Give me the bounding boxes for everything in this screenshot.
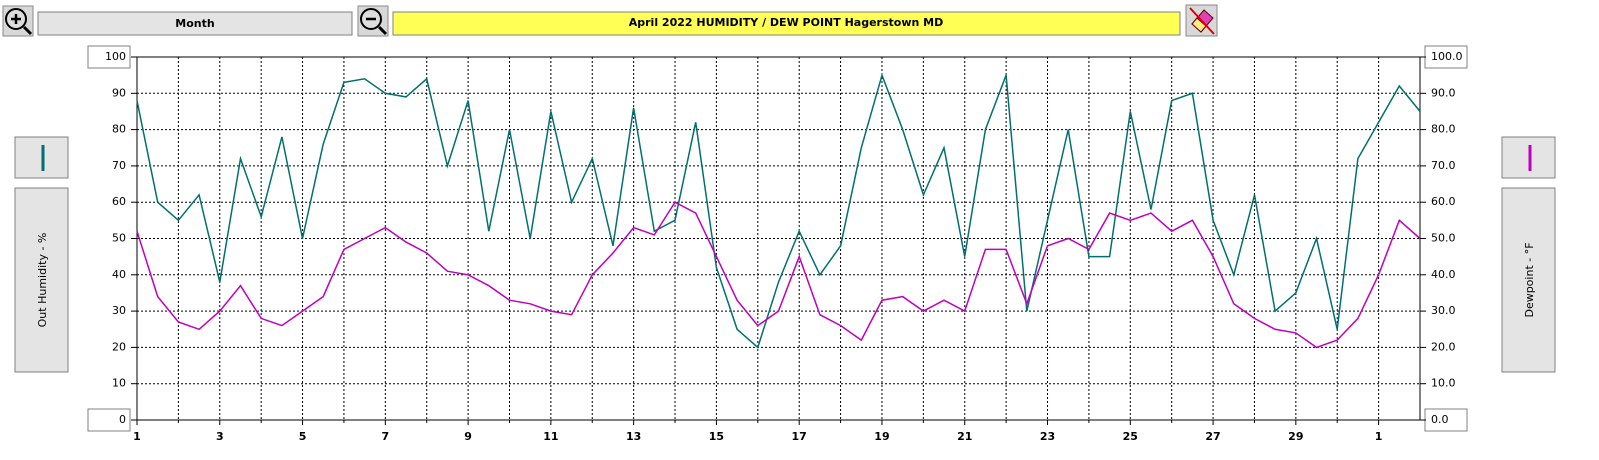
- y2-axis-label: Dewpoint - °F: [1523, 242, 1536, 317]
- y-tick-label: 10: [112, 377, 126, 390]
- x-tick-label: 13: [626, 430, 641, 443]
- y-tick-box: [87, 408, 131, 432]
- x-tick-label: 29: [1288, 430, 1303, 443]
- y2-tick-label: 30.0: [1431, 304, 1456, 317]
- x-tick-label: 27: [1205, 430, 1220, 443]
- y-axis-label: Out Humidity - %: [36, 233, 49, 328]
- x-tick-label: 23: [1040, 430, 1055, 443]
- y-axis-button[interactable]: [14, 187, 69, 373]
- x-tick-label: 21: [957, 430, 972, 443]
- y2-axis-button[interactable]: [1501, 187, 1556, 373]
- x-tick-label: 5: [299, 430, 307, 443]
- x-tick-label: 11: [543, 430, 558, 443]
- data-line: [136, 201, 1421, 349]
- zoom-in-button[interactable]: [2, 5, 34, 37]
- x-tick-label: 25: [1123, 430, 1138, 443]
- y-tick-label: 40: [112, 268, 126, 281]
- zoom-out-button[interactable]: [357, 5, 389, 37]
- y2-tick-label: 0.0: [1431, 413, 1449, 426]
- y-tick-label: 90: [112, 86, 126, 99]
- data-line: [136, 72, 1421, 349]
- y-tick-label: 60: [112, 195, 126, 208]
- y-tick-label: 30: [112, 304, 126, 317]
- period-button[interactable]: [37, 11, 353, 36]
- x-tick-label: 3: [216, 430, 224, 443]
- y2-tick-label: 70.0: [1431, 159, 1456, 172]
- x-tick-label: 15: [709, 430, 724, 443]
- y-tick-label: 0: [119, 413, 126, 426]
- x-tick-label: 17: [792, 430, 807, 443]
- eraser-button[interactable]: [1185, 4, 1218, 37]
- x-tick-label: 1: [1375, 430, 1383, 443]
- y2-tick-label: 100.0: [1431, 50, 1463, 63]
- y-tick-box: [87, 45, 131, 69]
- x-tick-label: 1: [133, 430, 141, 443]
- y-tick-label: 70: [112, 159, 126, 172]
- y2-tick-label: 80.0: [1431, 123, 1456, 136]
- y2-tick-label: 90.0: [1431, 86, 1456, 99]
- y2-tick-label: 50.0: [1431, 232, 1456, 245]
- x-tick-label: 9: [464, 430, 472, 443]
- chart-title: April 2022 HUMIDITY / DEW POINT Hagersto…: [629, 16, 943, 29]
- y2-tick-label: 20.0: [1431, 340, 1456, 353]
- x-tick-label: 7: [381, 430, 389, 443]
- y2-tick-label: 40.0: [1431, 268, 1456, 281]
- y-tick-label: 20: [112, 340, 126, 353]
- y-tick-label: 80: [112, 123, 126, 136]
- period-label: Month: [175, 17, 214, 30]
- x-tick-label: 19: [874, 430, 889, 443]
- y2-tick-label: 60.0: [1431, 195, 1456, 208]
- y-tick-label: 100: [105, 50, 126, 63]
- y2-tick-label: 10.0: [1431, 377, 1456, 390]
- title-bar: [392, 11, 1181, 36]
- y-tick-label: 50: [112, 232, 126, 245]
